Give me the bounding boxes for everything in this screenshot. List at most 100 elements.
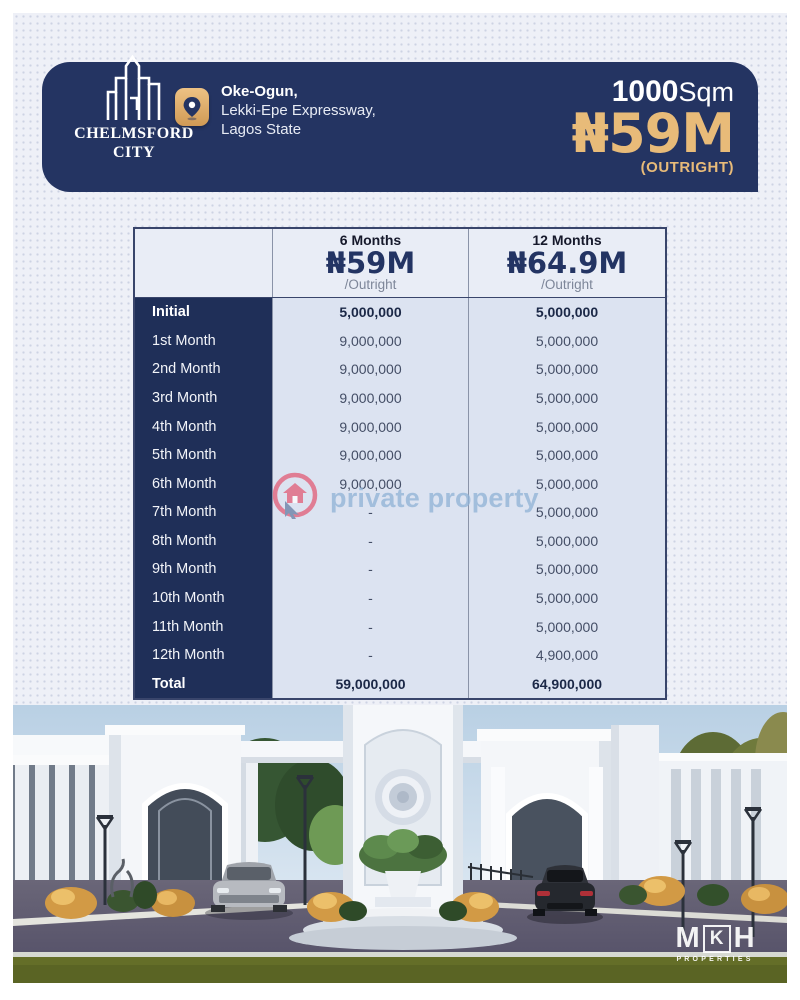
payment-rows: Initial 5,000,000 5,000,000 1st Month 9,… — [135, 298, 665, 699]
row-value-6-months: - — [272, 612, 468, 641]
row-value-6-months: 59,000,000 — [272, 669, 468, 699]
developer-letter-h: H — [733, 922, 755, 954]
row-label: Total — [135, 669, 272, 699]
row-value-6-months: 5,000,000 — [272, 298, 468, 327]
row-value-12-months: 5,000,000 — [468, 298, 665, 327]
location-line2: Lekki-Epe Expressway, — [221, 102, 376, 120]
row-value-12-months: 5,000,000 — [468, 326, 665, 356]
brand-logo: CHELMSFORD CITY — [64, 54, 204, 162]
row-value-12-months: 5,000,000 — [468, 555, 665, 584]
price-offer-block: 1000Sqm ₦59M (OUTRIGHT) — [571, 76, 735, 177]
row-value-12-months: 5,000,000 — [468, 440, 665, 470]
row-value-6-months: - — [272, 498, 468, 527]
row-value-12-months: 5,000,000 — [468, 526, 665, 556]
table-row: 9th Month - 5,000,000 — [135, 555, 665, 584]
row-label: 5th Month — [135, 440, 272, 470]
row-label: 1st Month — [135, 326, 272, 356]
row-value-6-months: - — [272, 526, 468, 556]
price-qualifier: (OUTRIGHT) — [640, 159, 734, 177]
row-label: Initial — [135, 298, 272, 327]
row-value-12-months: 5,000,000 — [468, 498, 665, 527]
building-skyline-icon — [106, 54, 161, 120]
location-line3: Lagos State — [221, 121, 302, 139]
row-label: 6th Month — [135, 469, 272, 499]
hero-banner: CHELMSFORD CITY Oke-Ogun, Lekki-Epe Expr… — [42, 54, 758, 192]
plan12-price: ₦64.9M — [506, 246, 628, 281]
table-row: 10th Month - 5,000,000 — [135, 583, 665, 613]
table-row: 8th Month - 5,000,000 — [135, 526, 665, 556]
plan12-note: /Outright — [541, 277, 593, 293]
plan12-duration: 12 Months — [532, 231, 602, 248]
row-label: 10th Month — [135, 583, 272, 613]
table-row: Total 59,000,000 64,900,000 — [135, 669, 665, 699]
table-row: 2nd Month 9,000,000 5,000,000 — [135, 355, 665, 384]
location-block: Oke-Ogun, Lekki-Epe Expressway, Lagos St… — [175, 83, 376, 140]
row-value-6-months: 9,000,000 — [272, 440, 468, 470]
brand-name-line1: CHELMSFORD — [74, 125, 194, 142]
table-row: 7th Month - 5,000,000 — [135, 498, 665, 527]
row-value-6-months: - — [272, 555, 468, 584]
row-value-6-months: 9,000,000 — [272, 383, 468, 413]
table-row: 4th Month 9,000,000 5,000,000 — [135, 412, 665, 441]
row-value-6-months: - — [272, 583, 468, 613]
row-label: 4th Month — [135, 412, 272, 441]
header-cell-6-months: 6 Months ₦59M /Outright — [272, 229, 468, 297]
location-line1: Oke-Ogun, — [221, 83, 298, 100]
payment-plan-table: 6 Months ₦59M /Outright 12 Months ₦64.9M… — [133, 227, 667, 700]
lawn-highlight — [13, 957, 787, 965]
header-cell-12-months: 12 Months ₦64.9M /Outright — [468, 229, 665, 297]
row-value-12-months: 64,900,000 — [468, 669, 665, 699]
row-label: 3rd Month — [135, 383, 272, 413]
row-value-12-months: 5,000,000 — [468, 355, 665, 384]
location-text: Oke-Ogun, Lekki-Epe Expressway, Lagos St… — [221, 82, 376, 140]
plot-size-unit: Sqm — [678, 77, 734, 107]
row-value-12-months: 5,000,000 — [468, 583, 665, 613]
central-monument — [289, 705, 517, 950]
developer-letter-m: M — [675, 922, 700, 954]
row-value-12-months: 5,000,000 — [468, 412, 665, 441]
crane-sculptures — [110, 858, 134, 898]
row-value-12-months: 5,000,000 — [468, 469, 665, 499]
gold-shrub-lights — [45, 876, 787, 919]
table-row: 3rd Month 9,000,000 5,000,000 — [135, 383, 665, 413]
silver-car — [205, 862, 293, 920]
table-row: Initial 5,000,000 5,000,000 — [135, 298, 665, 327]
row-label: 2nd Month — [135, 355, 272, 384]
row-value-6-months: - — [272, 640, 468, 670]
table-row: 12th Month - 4,900,000 — [135, 640, 665, 670]
row-label: 12th Month — [135, 640, 272, 670]
plan6-note: /Outright — [344, 277, 397, 293]
plan6-price: ₦59M — [325, 246, 416, 281]
row-value-12-months: 4,900,000 — [468, 640, 665, 670]
row-label: 7th Month — [135, 498, 272, 527]
developer-letter-k: K — [709, 928, 724, 949]
header-cell-empty — [135, 229, 272, 297]
row-label: 11th Month — [135, 612, 272, 641]
table-row: 6th Month 9,000,000 5,000,000 — [135, 469, 665, 499]
row-label: 9th Month — [135, 555, 272, 584]
payment-table-header: 6 Months ₦59M /Outright 12 Months ₦64.9M… — [135, 229, 665, 298]
row-value-6-months: 9,000,000 — [272, 412, 468, 441]
developer-subtitle: PROPERTIES — [676, 956, 754, 963]
row-label: 8th Month — [135, 526, 272, 556]
location-pin-icon — [175, 88, 209, 126]
plan6-duration: 6 Months — [339, 231, 402, 248]
outright-price: ₦59M — [571, 101, 735, 165]
table-row: 5th Month 9,000,000 5,000,000 — [135, 440, 665, 470]
developer-letter-k-box: K — [702, 924, 731, 953]
estate-entrance-render — [13, 705, 787, 983]
table-row: 1st Month 9,000,000 5,000,000 — [135, 326, 665, 356]
row-value-6-months: 9,000,000 — [272, 469, 468, 499]
row-value-6-months: 9,000,000 — [272, 326, 468, 356]
curb — [13, 952, 787, 957]
plot-size-value: 1000 — [611, 75, 679, 108]
developer-logo: M K H PROPERTIES — [672, 922, 758, 964]
row-value-6-months: 9,000,000 — [272, 355, 468, 384]
dark-car — [527, 865, 603, 924]
plot-size: 1000Sqm — [572, 76, 734, 108]
row-value-12-months: 5,000,000 — [468, 383, 665, 413]
table-row: 11th Month - 5,000,000 — [135, 612, 665, 641]
brand-name-line2: CITY — [112, 144, 155, 162]
row-value-12-months: 5,000,000 — [468, 612, 665, 641]
